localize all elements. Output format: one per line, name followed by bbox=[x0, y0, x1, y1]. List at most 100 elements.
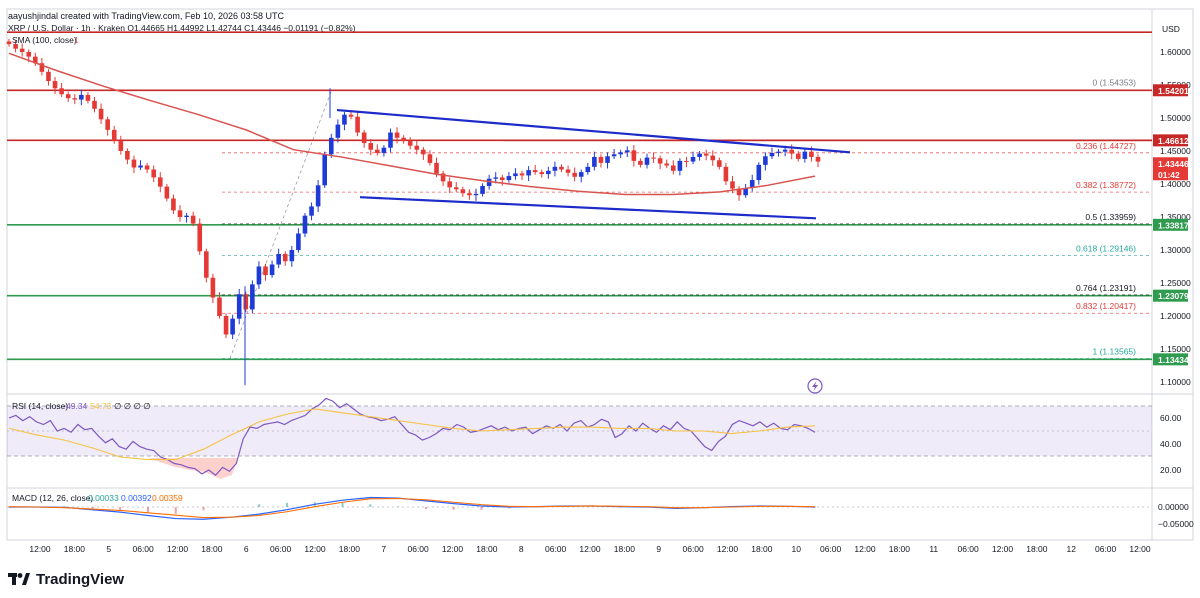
time-tick-label: 06:00 bbox=[1095, 544, 1117, 554]
fib-label-0: 0 (1.54353) bbox=[1093, 77, 1137, 87]
time-tick-label: 06:00 bbox=[545, 544, 567, 554]
time-tick-label: 5 bbox=[106, 544, 111, 554]
candle-body bbox=[361, 132, 367, 144]
price-badge-label: 1.46612 bbox=[1158, 136, 1189, 146]
time-tick-label: 12:00 bbox=[167, 544, 189, 554]
rsi-tick-label: 60.00 bbox=[1160, 413, 1182, 423]
fib-label-5: 0.764 (1.23191) bbox=[1076, 283, 1136, 293]
symbol-legend[interactable]: XRP / U.S. Dollar · 1h · Kraken O1.44665… bbox=[8, 23, 356, 33]
tradingview-footer: TradingView bbox=[8, 568, 124, 590]
price-tick-label: 1.25000 bbox=[1160, 278, 1191, 288]
price-badge bbox=[1153, 218, 1188, 231]
time-tick-label: 8 bbox=[519, 544, 524, 554]
sma100-line bbox=[8, 52, 816, 196]
candle-body bbox=[381, 147, 387, 153]
candle-body bbox=[269, 264, 275, 276]
candlesticks bbox=[6, 38, 821, 386]
candle-body bbox=[815, 156, 821, 162]
candle-body bbox=[335, 124, 341, 138]
candle-body bbox=[111, 129, 117, 142]
candle-body bbox=[46, 71, 51, 82]
candle-body bbox=[52, 81, 58, 89]
candle-body bbox=[217, 297, 222, 316]
time-tick-label: 9 bbox=[656, 544, 661, 554]
macd-legend-label[interactable]: MACD (12, 26, close) bbox=[12, 493, 93, 503]
axes: 1.600001.550001.500001.450001.400001.350… bbox=[29, 47, 1194, 554]
candle-body bbox=[204, 251, 209, 278]
time-tick-label: 12:00 bbox=[992, 544, 1014, 554]
macd-line-value: 0.00392 bbox=[121, 493, 152, 503]
price-badge-label: 1.33817 bbox=[1158, 220, 1189, 230]
candle-body bbox=[447, 181, 452, 188]
candle-body bbox=[85, 94, 91, 101]
price-tick-label: 1.50000 bbox=[1160, 113, 1191, 123]
candle-body bbox=[723, 166, 729, 182]
candle-body bbox=[33, 56, 38, 64]
macd-histogram-bar bbox=[63, 506, 66, 507]
candle-body bbox=[453, 187, 459, 190]
price-tick-label: 1.10000 bbox=[1160, 377, 1191, 387]
candle-body bbox=[565, 169, 571, 173]
time-tick-label: 18:00 bbox=[1026, 544, 1048, 554]
macd-histogram-bar bbox=[285, 502, 288, 507]
candle-body bbox=[697, 153, 702, 157]
tradingview-logo-icon bbox=[8, 573, 30, 585]
candle-body bbox=[407, 141, 413, 146]
macd-hist-value: 0.00033 bbox=[88, 493, 119, 503]
price-badge bbox=[1153, 134, 1188, 147]
candle-body bbox=[651, 157, 656, 159]
fibonacci-levels: 0 (1.54353) 0.236 (1.44727) 0.382 (1.38772… bbox=[222, 77, 1152, 359]
macd-histogram-bar bbox=[258, 504, 261, 507]
macd-signal-line bbox=[8, 497, 816, 519]
rsi-tick-label: 20.00 bbox=[1160, 465, 1182, 475]
fib-label-2: 0.382 (1.38772) bbox=[1076, 180, 1136, 190]
candle-body bbox=[789, 149, 794, 154]
rsi-line bbox=[8, 397, 816, 477]
sma-legend-label[interactable]: SMA (100, close) bbox=[12, 35, 77, 45]
candle-body bbox=[598, 156, 604, 163]
rsi-legend-label[interactable]: RSI (14, close) bbox=[12, 401, 68, 411]
candle-body bbox=[368, 143, 374, 150]
time-tick-label: 12:00 bbox=[304, 544, 326, 554]
candle-body bbox=[282, 253, 288, 262]
candle-body bbox=[499, 177, 505, 181]
candle-body bbox=[736, 188, 742, 196]
time-tick-label: 11 bbox=[929, 544, 938, 554]
tradingview-brand[interactable]: TradingView bbox=[36, 570, 125, 588]
macd-histogram-bar bbox=[202, 507, 205, 511]
fib-label-1: 0.236 (1.44727) bbox=[1076, 141, 1136, 151]
time-tick-label: 06:00 bbox=[407, 544, 429, 554]
lightning-icon[interactable] bbox=[807, 378, 823, 394]
time-tick-label: 10 bbox=[792, 544, 802, 554]
candle-body bbox=[59, 88, 64, 95]
candle-body bbox=[776, 151, 781, 153]
rsi-legend-extra: ∅ ∅ ∅ ∅ bbox=[114, 401, 151, 411]
candle-body bbox=[743, 187, 748, 196]
candle-body bbox=[302, 215, 308, 234]
macd-histogram-bar bbox=[619, 507, 622, 508]
candle-body bbox=[677, 160, 683, 171]
price-badge bbox=[1153, 84, 1188, 97]
time-tick-label: 06:00 bbox=[957, 544, 979, 554]
time-tick-label: 12:00 bbox=[717, 544, 739, 554]
candle-body bbox=[355, 116, 360, 133]
time-tick-label: 06:00 bbox=[682, 544, 704, 554]
time-tick-label: 18:00 bbox=[889, 544, 911, 554]
candle-body bbox=[434, 162, 439, 174]
candle-body bbox=[782, 149, 788, 152]
macd-histogram-bar bbox=[146, 507, 149, 513]
candle-body bbox=[552, 166, 558, 171]
price-tick-label: 1.45000 bbox=[1160, 146, 1191, 156]
macd-signal-value: 0.00359 bbox=[152, 493, 183, 503]
candle-body bbox=[664, 163, 670, 166]
price-tick-label: 1.60000 bbox=[1160, 47, 1191, 57]
candle-body bbox=[39, 63, 45, 72]
candle-body bbox=[197, 223, 203, 252]
candle-body bbox=[263, 266, 268, 276]
candle-body bbox=[605, 156, 610, 163]
fib-label-6: 0.832 (1.20417) bbox=[1076, 301, 1136, 311]
candle-body bbox=[13, 44, 18, 49]
macd-histogram-bar bbox=[369, 504, 372, 507]
candle-body bbox=[657, 158, 663, 164]
